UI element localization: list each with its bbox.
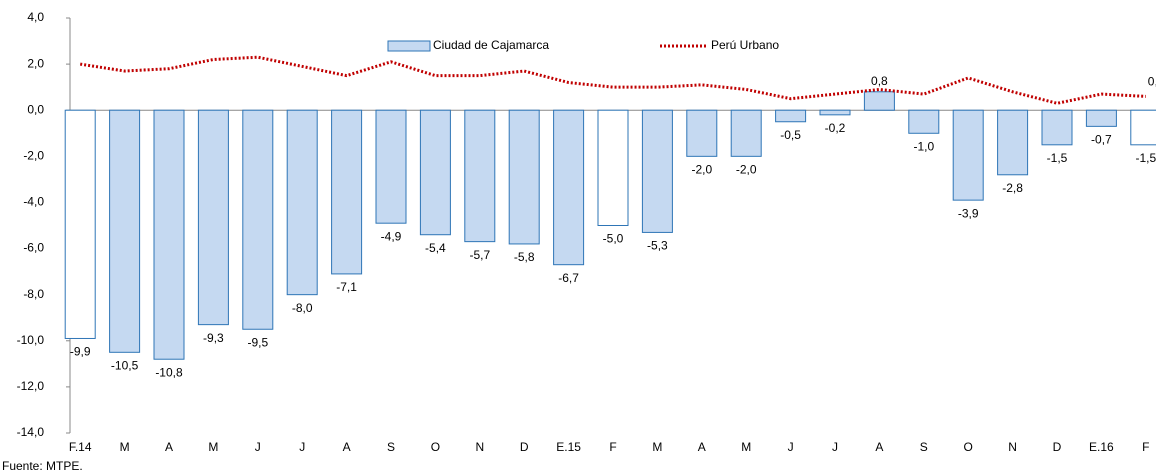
- bar: [686, 109, 718, 157]
- x-tick-label: J: [299, 440, 305, 454]
- bar: [464, 109, 496, 243]
- x-tick-label: A: [875, 440, 883, 454]
- bar: [1041, 109, 1073, 146]
- value-label: -1,5: [1135, 151, 1156, 165]
- value-label: -5,3: [647, 239, 668, 253]
- x-tick-label: J: [788, 440, 794, 454]
- x-tick-label: A: [165, 440, 173, 454]
- value-label: -9,9: [70, 345, 91, 359]
- value-label: -1,5: [1047, 151, 1068, 165]
- bar: [863, 91, 895, 111]
- x-tick-label: M: [652, 440, 662, 454]
- bar: [419, 109, 451, 236]
- x-tick-label: F: [609, 440, 616, 454]
- value-label: -3,9: [958, 206, 979, 220]
- bar: [641, 109, 673, 233]
- bar: [242, 109, 274, 330]
- value-label: -9,5: [247, 335, 268, 349]
- value-label: -5,7: [469, 248, 490, 262]
- value-label: -5,0: [603, 232, 624, 246]
- y-tick-label: -2,0: [23, 149, 44, 163]
- bar: [286, 109, 318, 296]
- bar: [197, 109, 229, 326]
- x-tick-label: J: [832, 440, 838, 454]
- bar: [109, 109, 141, 353]
- bar: [153, 109, 185, 360]
- bar: [375, 109, 407, 224]
- x-tick-label: S: [920, 440, 928, 454]
- value-label: -5,8: [514, 250, 535, 264]
- y-tick-label: -14,0: [17, 425, 45, 439]
- value-label: -2,0: [736, 163, 757, 177]
- x-tick-label: E.15: [556, 440, 581, 454]
- bar: [508, 109, 540, 245]
- value-label: -9,3: [203, 331, 224, 345]
- x-tick-label: M: [208, 440, 218, 454]
- bar: [775, 109, 807, 123]
- bar: [331, 109, 363, 275]
- x-tick-label: N: [475, 440, 484, 454]
- y-tick-label: -12,0: [17, 379, 45, 393]
- y-tick-label: -10,0: [17, 333, 45, 347]
- value-label: -1,0: [913, 139, 934, 153]
- x-tick-label: O: [964, 440, 973, 454]
- value-label: -0,5: [780, 128, 801, 142]
- y-tick-label: 2,0: [27, 56, 44, 70]
- x-tick-label: A: [698, 440, 706, 454]
- y-tick-label: -4,0: [23, 195, 44, 209]
- bar: [597, 109, 629, 226]
- value-label: 0,8: [871, 74, 888, 88]
- x-tick-label: S: [387, 440, 395, 454]
- line: [79, 55, 1146, 105]
- legend-label: Perú Urbano: [711, 38, 779, 52]
- value-label: -2,0: [691, 163, 712, 177]
- bar: [1130, 109, 1156, 146]
- x-tick-label: D: [520, 440, 529, 454]
- value-label: -10,5: [111, 358, 139, 372]
- bar: [1085, 109, 1117, 127]
- y-tick-label: 0,0: [27, 102, 44, 116]
- value-label: -0,2: [825, 121, 846, 135]
- y-tick-label: 4,0: [27, 10, 44, 24]
- x-tick-label: F.14: [69, 440, 92, 454]
- value-label: -6,7: [558, 271, 579, 285]
- bar: [730, 109, 762, 157]
- value-label: -2,8: [1002, 181, 1023, 195]
- value-label: -10,8: [155, 365, 183, 379]
- bar: [908, 109, 940, 134]
- bar: [819, 109, 851, 116]
- bar: [952, 109, 984, 201]
- x-tick-label: E.16: [1089, 440, 1114, 454]
- x-tick-label: M: [741, 440, 751, 454]
- legend-swatch: [387, 40, 431, 52]
- value-label: -4,9: [381, 229, 402, 243]
- value-label: -5,4: [425, 241, 446, 255]
- y-tick-label: -8,0: [23, 287, 44, 301]
- x-tick-label: D: [1053, 440, 1062, 454]
- value-label: -8,0: [292, 301, 313, 315]
- x-tick-label: O: [431, 440, 440, 454]
- legend-label: Ciudad de Cajamarca: [433, 38, 549, 52]
- x-tick-label: A: [343, 440, 351, 454]
- value-label: -0,7: [1091, 133, 1112, 147]
- y-tick-label: -6,0: [23, 241, 44, 255]
- bar: [553, 109, 585, 266]
- x-tick-label: M: [120, 440, 130, 454]
- bar: [997, 109, 1029, 176]
- x-tick-label: J: [255, 440, 261, 454]
- x-tick-label: F: [1142, 440, 1149, 454]
- x-tick-label: N: [1008, 440, 1017, 454]
- value-label: -7,1: [336, 280, 357, 294]
- line-value-label: 0,6: [1148, 75, 1156, 89]
- bar: [64, 109, 96, 339]
- source-note: Fuente: MTPE.: [2, 459, 83, 473]
